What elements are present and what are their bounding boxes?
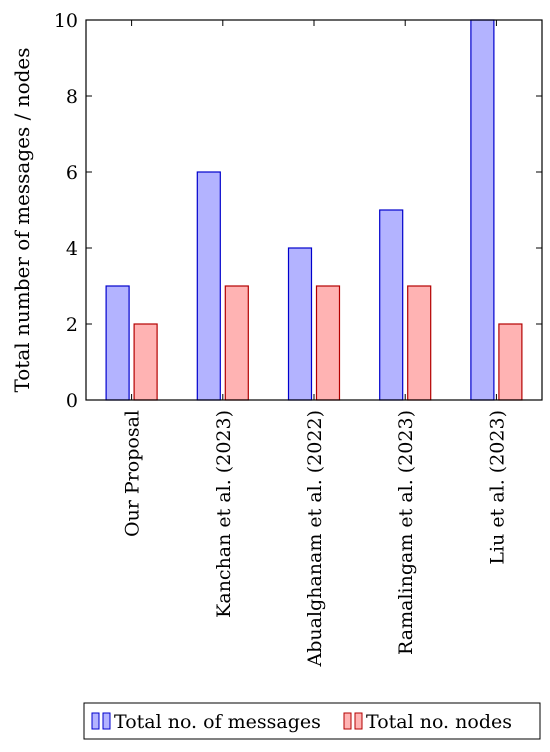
bar-messages xyxy=(196,171,221,401)
legend-box xyxy=(83,702,541,740)
x-tick-label: Abualghanam et al. (2022) xyxy=(304,410,326,667)
bar-messages xyxy=(105,285,130,401)
bars-layer xyxy=(105,19,523,401)
legend-swatch xyxy=(102,712,111,730)
x-axis: Our Proposal Kanchan et al. (2023) Abualgh… xyxy=(122,20,508,667)
legend-swatch xyxy=(91,712,100,730)
y-axis: 0 2 4 6 8 10 xyxy=(54,10,542,412)
y-tick-label: 8 xyxy=(66,86,78,108)
legend-label: Total no. of messages xyxy=(114,711,321,733)
x-tick-label: Our Proposal xyxy=(122,410,144,537)
y-tick-label: 10 xyxy=(54,10,78,32)
y-tick-label: 0 xyxy=(66,390,78,412)
x-tick-label: Liu et al. (2023) xyxy=(486,410,508,565)
bar-nodes xyxy=(498,323,523,401)
legend: Total no. of messages Total no. nodes xyxy=(83,702,541,740)
y-tick-label: 4 xyxy=(66,238,78,260)
legend-label: Total no. nodes xyxy=(366,711,512,733)
y-axis-title: Total number of messages / nodes xyxy=(10,47,34,392)
y-tick-label: 2 xyxy=(66,314,78,336)
legend-swatch xyxy=(354,712,363,730)
legend-swatch xyxy=(343,712,352,730)
bar-nodes xyxy=(315,285,341,401)
bar-messages xyxy=(470,19,495,401)
y-tick-label: 6 xyxy=(66,162,78,184)
bar-nodes xyxy=(224,285,249,401)
bar-messages xyxy=(287,247,313,401)
bar-nodes xyxy=(133,323,158,401)
bar-messages xyxy=(379,209,404,401)
x-tick-label: Kanchan et al. (2023) xyxy=(213,410,235,618)
bar-nodes xyxy=(407,285,432,401)
x-tick-label: Ramalingam et al. (2023) xyxy=(395,410,417,655)
